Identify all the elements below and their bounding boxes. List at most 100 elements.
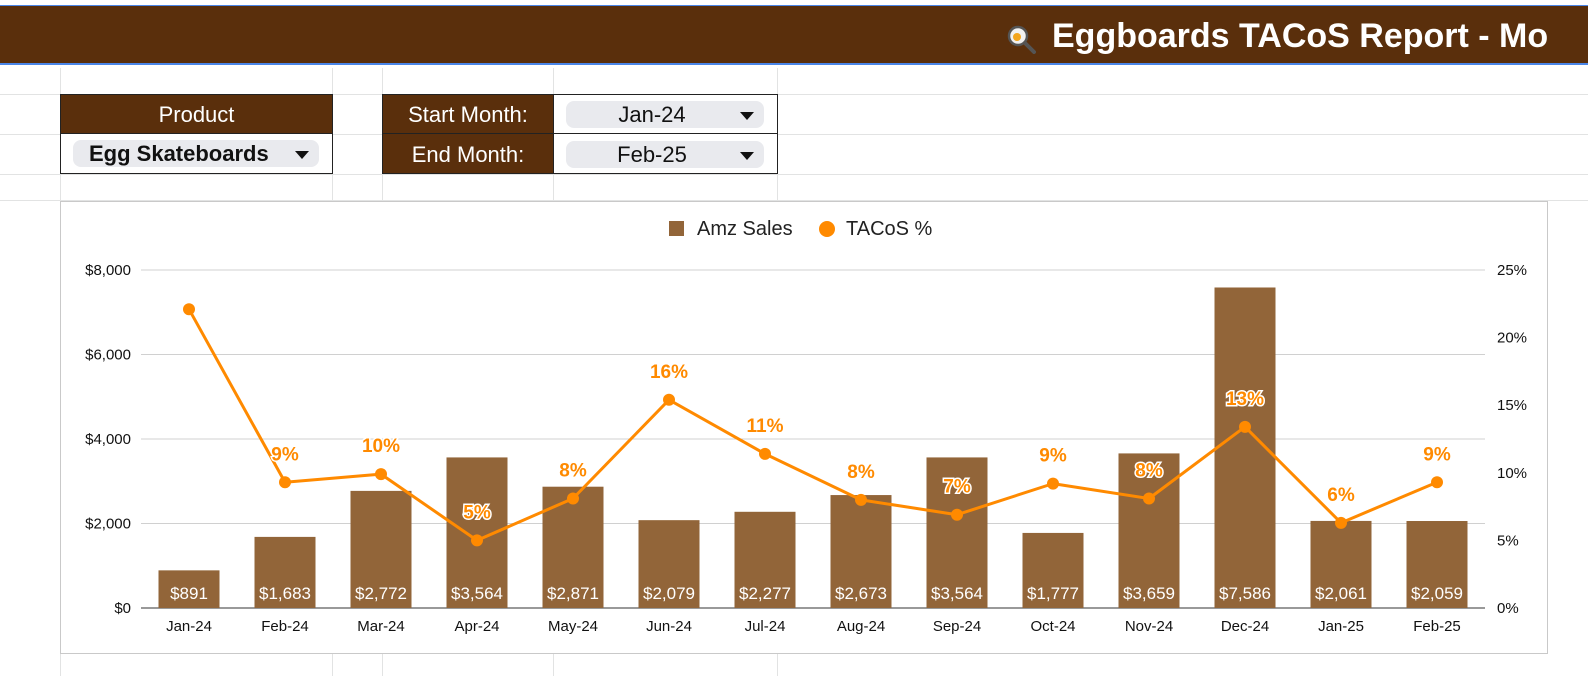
x-tick-label: Jun-24: [646, 618, 692, 635]
tacos-value-label: 13%: [1226, 389, 1264, 410]
x-tick-label: Oct-24: [1030, 618, 1075, 635]
tacos-value-label: 11%: [747, 416, 784, 437]
chevron-down-icon: [295, 151, 309, 159]
legend-swatch-tacos: [819, 221, 835, 237]
y-left-tick-label: $6,000: [85, 347, 131, 364]
tacos-value-label: 7%: [943, 477, 971, 498]
bar-amz-sales: [254, 536, 316, 608]
tacos-point: [1239, 420, 1251, 433]
tacos-point: [855, 493, 867, 506]
bar-amz-sales: [1406, 521, 1468, 608]
legend-swatch-amz-sales: [669, 221, 684, 236]
legend-label-amz-sales: Amz Sales: [697, 218, 793, 240]
x-tick-label: Nov-24: [1125, 618, 1173, 635]
chevron-down-icon: [740, 152, 754, 160]
bar-value-label: $891: [170, 584, 208, 603]
x-tick-label: Sep-24: [933, 618, 981, 635]
legend-label-tacos: TACoS %: [846, 218, 933, 240]
tacos-chart: $0 $2,000 $4,000 $6,000 $8,000 0% 5% 10% 15% 20% 2…: [60, 201, 1548, 654]
x-tick-label: Mar-24: [357, 618, 405, 635]
y-left-tick-label: $4,000: [85, 431, 131, 448]
tacos-value-label: 16%: [650, 362, 688, 383]
tacos-value-label: 8%: [847, 462, 875, 483]
tacos-value-label: 9%: [1039, 446, 1067, 467]
bar-value-label: $1,777: [1027, 584, 1079, 603]
x-tick-label: Jan-24: [166, 618, 212, 635]
bar-value-label: $2,079: [643, 584, 695, 603]
tacos-point: [471, 534, 483, 547]
bar-amz-sales: [1022, 532, 1084, 608]
chevron-down-icon: [740, 112, 754, 120]
tacos-value-label: 9%: [271, 444, 299, 465]
tacos-line: [187, 308, 1438, 542]
tacos-value-label: 8%: [1135, 460, 1163, 481]
bar-value-label: $3,564: [451, 584, 503, 603]
bar-value-label: $2,772: [355, 584, 407, 603]
tacos-point: [951, 508, 963, 521]
tacos-point: [663, 393, 675, 406]
tacos-chart-svg: $0 $2,000 $4,000 $6,000 $8,000 0% 5% 10% 15% 20% 2…: [85, 218, 1527, 635]
bar-amz-sales: [734, 511, 796, 608]
bar-value-label: $3,564: [931, 584, 983, 603]
report-title: Eggboards TACoS Report - Mo: [1052, 17, 1549, 55]
x-tick-label: Jul-24: [745, 618, 786, 635]
end-month-cell: Feb-25: [553, 133, 778, 174]
y-right-tick-label: 10%: [1497, 465, 1527, 482]
bar-value-label: $2,277: [739, 584, 791, 603]
tacos-value-label: 6%: [1327, 485, 1355, 506]
bar-amz-sales: [638, 520, 700, 608]
tacos-point: [375, 468, 387, 481]
tacos-value-label: 8%: [559, 460, 587, 481]
y-right-tick-label: 0%: [1497, 600, 1519, 617]
product-dropdown[interactable]: Egg Skateboards: [73, 140, 319, 167]
tacos-point: [279, 476, 291, 489]
tacos-value-label: 5%: [463, 502, 491, 523]
end-month-header: End Month:: [382, 133, 554, 174]
end-month-dropdown[interactable]: Feb-25: [566, 141, 764, 168]
x-tick-label: Feb-25: [1413, 618, 1461, 635]
tacos-value-label: 9%: [1423, 444, 1451, 465]
x-tick-label: Apr-24: [454, 618, 499, 635]
bar-amz-sales: [926, 457, 988, 608]
tacos-point: [183, 303, 195, 316]
magnifier-egg-icon: [1007, 25, 1036, 54]
y-right-tick-label: 20%: [1497, 330, 1527, 347]
x-tick-label: Feb-24: [261, 618, 309, 635]
y-right-tick-label: 5%: [1497, 532, 1519, 549]
bar-amz-sales: [1118, 453, 1180, 608]
x-tick-label: Jan-25: [1318, 618, 1364, 635]
start-month-value: Jan-24: [618, 102, 686, 127]
tacos-value-label: 10%: [362, 436, 400, 457]
tacos-point: [759, 447, 771, 460]
product-dropdown-value: Egg Skateboards: [89, 141, 269, 166]
y-left-tick-label: $2,000: [85, 516, 131, 533]
x-tick-label: Dec-24: [1221, 618, 1269, 635]
x-tick-label: May-24: [548, 618, 598, 635]
tacos-point: [1431, 476, 1443, 489]
end-month-value: Feb-25: [617, 142, 687, 167]
bar-amz-sales: [158, 570, 220, 608]
y-right-tick-label: 15%: [1497, 397, 1527, 414]
bar-value-label: $2,871: [547, 584, 599, 603]
bar-value-label: $2,061: [1315, 584, 1367, 603]
bar-value-label: $1,683: [259, 584, 311, 603]
tacos-point: [567, 492, 579, 505]
start-month-dropdown[interactable]: Jan-24: [566, 101, 764, 128]
product-header: Product: [60, 94, 333, 134]
tacos-point: [1047, 477, 1059, 490]
report-banner: Eggboards TACoS Report - Mo: [0, 5, 1588, 65]
product-cell: Egg Skateboards: [60, 133, 333, 174]
tacos-point: [1143, 492, 1155, 505]
x-tick-label: Aug-24: [837, 618, 885, 635]
bar-value-label: $3,659: [1123, 584, 1175, 603]
bar-value-label: $7,586: [1219, 584, 1271, 603]
bar-amz-sales: [1310, 520, 1372, 608]
bar-value-label: $2,059: [1411, 584, 1463, 603]
y-left-tick-label: $8,000: [85, 262, 131, 279]
start-month-cell: Jan-24: [553, 94, 778, 134]
bar-value-label: $2,673: [835, 584, 887, 603]
bar-amz-sales: [830, 495, 892, 608]
tacos-point: [1335, 516, 1347, 529]
y-right-tick-label: 25%: [1497, 262, 1527, 279]
y-left-tick-label: $0: [114, 600, 131, 617]
